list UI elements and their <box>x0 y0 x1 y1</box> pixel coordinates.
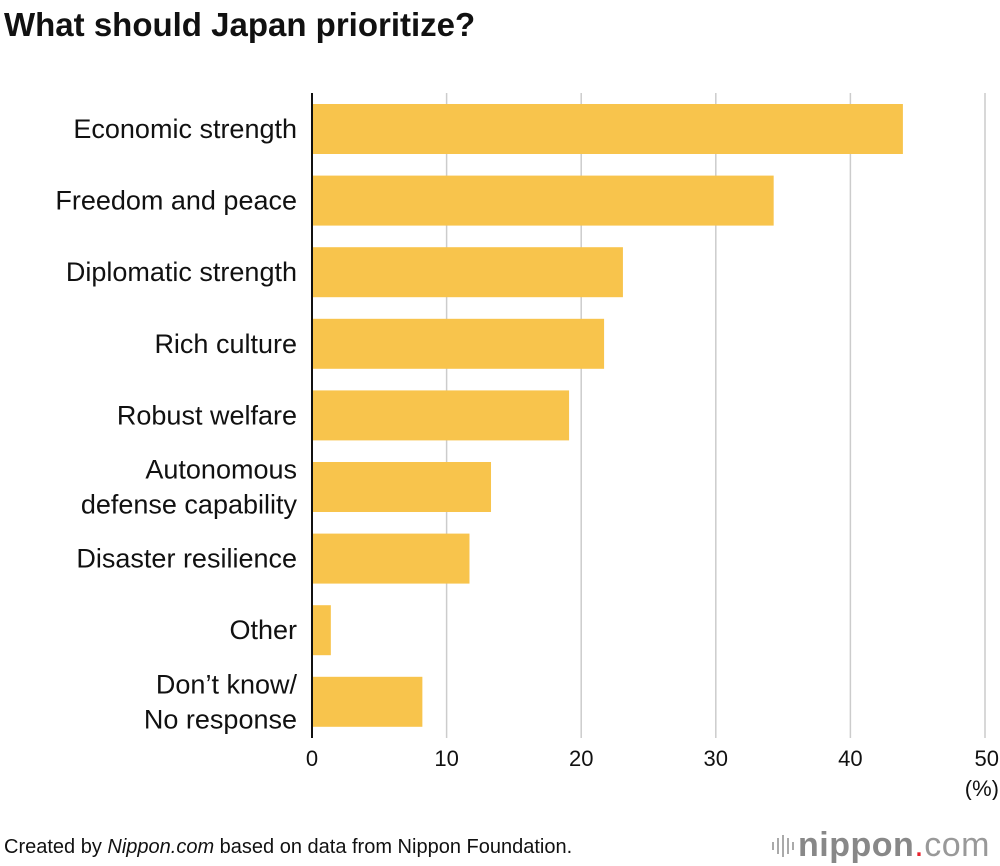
source-note: Created by Nippon.com based on data from… <box>4 836 572 859</box>
source-prefix: Created by <box>4 836 108 858</box>
x-tick-label: 0 <box>306 746 318 771</box>
chart-title: What should Japan prioritize? <box>4 6 476 43</box>
x-tick-label: 40 <box>838 746 862 771</box>
bar <box>312 104 903 154</box>
category-label: Autonomous defense capability <box>81 455 298 520</box>
category-label: Rich culture <box>154 329 297 359</box>
bar <box>312 247 623 298</box>
category-label: Freedom and peace <box>55 186 297 216</box>
x-tick-label: 20 <box>569 746 593 771</box>
bar <box>312 676 423 727</box>
x-tick-label: 50 <box>975 746 999 771</box>
category-label: Disaster resilience <box>76 544 297 574</box>
x-tick-label: 10 <box>434 746 458 771</box>
x-unit-label: (%) <box>965 776 999 800</box>
category-label: Other <box>229 615 297 645</box>
soundwave-icon <box>772 835 794 857</box>
source-name: Nippon.com <box>107 836 215 858</box>
bar <box>312 462 492 512</box>
category-label: Don’t know/No response <box>144 669 298 734</box>
source-suffix: based on data from Nippon Foundation. <box>214 836 573 858</box>
bar <box>312 605 331 656</box>
bar-chart: 0 10 20 30 40 50 (%) Economic strength Freedom a… <box>55 93 999 800</box>
category-label: Robust welfare <box>117 400 297 430</box>
bar <box>312 390 570 441</box>
category-label: Diplomatic strength <box>66 257 297 287</box>
bar <box>312 175 774 226</box>
category-label: Economic strength <box>73 114 297 144</box>
x-tick-label: 30 <box>704 746 728 771</box>
bar <box>312 533 470 584</box>
nippon-logo: nippon.com <box>770 826 990 865</box>
bar <box>312 318 605 369</box>
